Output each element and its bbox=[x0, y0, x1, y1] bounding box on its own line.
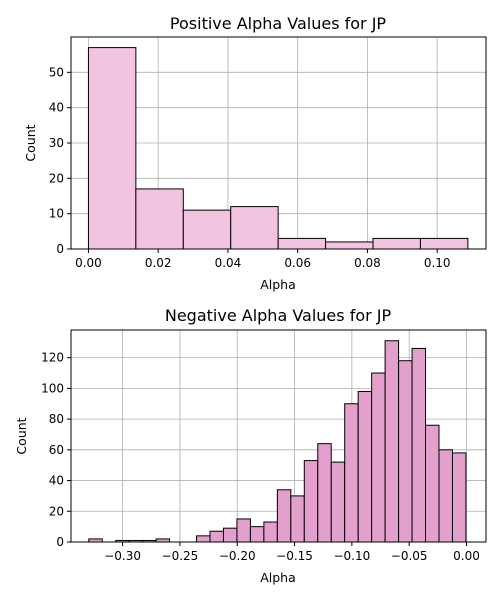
histogram-bar bbox=[182, 209, 232, 250]
histogram-bar bbox=[209, 530, 224, 543]
histogram-bar bbox=[135, 188, 184, 250]
histogram-bar bbox=[263, 521, 278, 543]
y-tick-label: 20 bbox=[49, 171, 64, 185]
y-tick-label: 40 bbox=[49, 474, 64, 488]
histogram-bar bbox=[438, 449, 453, 543]
y-axis-label: Count bbox=[23, 124, 38, 161]
histogram-bar bbox=[384, 340, 400, 543]
positive-alpha-chart: Positive Alpha Values for JP 0.00 0.02 0.0… bbox=[23, 14, 487, 292]
x-tick-label: −0.20 bbox=[219, 549, 256, 563]
histogram-bar bbox=[357, 390, 373, 543]
y-tick-label: 40 bbox=[49, 101, 64, 115]
y-tick-label: 60 bbox=[49, 443, 64, 457]
y-axis-ticks: 0 10 20 30 40 50 bbox=[49, 65, 71, 256]
histogram-bar bbox=[290, 495, 305, 543]
x-tick-label: −0.05 bbox=[391, 549, 428, 563]
histogram-bar bbox=[344, 403, 359, 543]
histogram-bar bbox=[303, 460, 319, 543]
histogram-bar bbox=[325, 241, 374, 250]
y-axis-label: Count bbox=[14, 417, 29, 454]
negative-alpha-chart: Negative Alpha Values for JP −0.30 −0.25−… bbox=[14, 306, 487, 585]
histogram-bar bbox=[398, 360, 413, 543]
y-tick-label: 80 bbox=[49, 412, 64, 426]
histogram-bar bbox=[317, 443, 332, 543]
x-axis-label: Alpha bbox=[260, 277, 296, 292]
x-tick-label: 0.00 bbox=[453, 549, 480, 563]
y-tick-label: 50 bbox=[49, 65, 64, 79]
x-tick-label: 0.04 bbox=[215, 256, 242, 270]
y-tick-label: 10 bbox=[49, 207, 64, 221]
histogram-bar bbox=[236, 518, 251, 543]
x-tick-label: −0.15 bbox=[276, 549, 313, 563]
y-tick-label: 120 bbox=[41, 351, 64, 365]
y-tick-label: 100 bbox=[41, 381, 64, 395]
x-tick-label: −0.30 bbox=[104, 549, 141, 563]
x-tick-label: 0.06 bbox=[284, 256, 311, 270]
histogram-bar bbox=[249, 526, 265, 543]
histogram-bar bbox=[451, 452, 467, 543]
histogram-bar bbox=[230, 206, 279, 250]
x-tick-label: 0.10 bbox=[424, 256, 451, 270]
y-tick-label: 0 bbox=[56, 242, 64, 256]
histogram-bar bbox=[196, 535, 211, 543]
chart-title: Positive Alpha Values for JP bbox=[170, 14, 387, 33]
y-tick-label: 30 bbox=[49, 136, 64, 150]
histogram-bar bbox=[372, 237, 421, 250]
histogram-bar bbox=[222, 527, 238, 543]
x-axis-ticks: −0.30 −0.25 −0.20 −0.15 −0.10 −0.05 0.00 bbox=[104, 542, 480, 563]
histogram-bar bbox=[87, 47, 137, 250]
chart-title: Negative Alpha Values for JP bbox=[165, 306, 392, 325]
histogram-bar bbox=[276, 489, 292, 543]
bars bbox=[87, 47, 469, 250]
x-tick-label: 0.02 bbox=[145, 256, 172, 270]
bars bbox=[88, 340, 467, 543]
histogram-bar bbox=[371, 372, 386, 543]
histogram-bar bbox=[277, 237, 327, 250]
x-tick-label: 0.00 bbox=[75, 256, 102, 270]
x-axis-label: Alpha bbox=[260, 570, 296, 585]
histogram-bar bbox=[411, 347, 427, 543]
x-tick-label: 0.08 bbox=[354, 256, 381, 270]
y-axis-ticks: 0 20 40 60 80 100 120 bbox=[41, 351, 71, 549]
histogram-bar bbox=[419, 237, 469, 250]
x-tick-label: −0.10 bbox=[333, 549, 370, 563]
x-tick-label: −0.25 bbox=[162, 549, 199, 563]
y-tick-label: 0 bbox=[56, 535, 64, 549]
plot-frame bbox=[70, 329, 487, 543]
histogram-bar bbox=[425, 424, 440, 543]
x-axis-ticks: 0.00 0.02 0.04 0.06 0.08 0.10 bbox=[75, 249, 451, 270]
histogram-bar bbox=[330, 461, 346, 543]
y-tick-label: 20 bbox=[49, 504, 64, 518]
